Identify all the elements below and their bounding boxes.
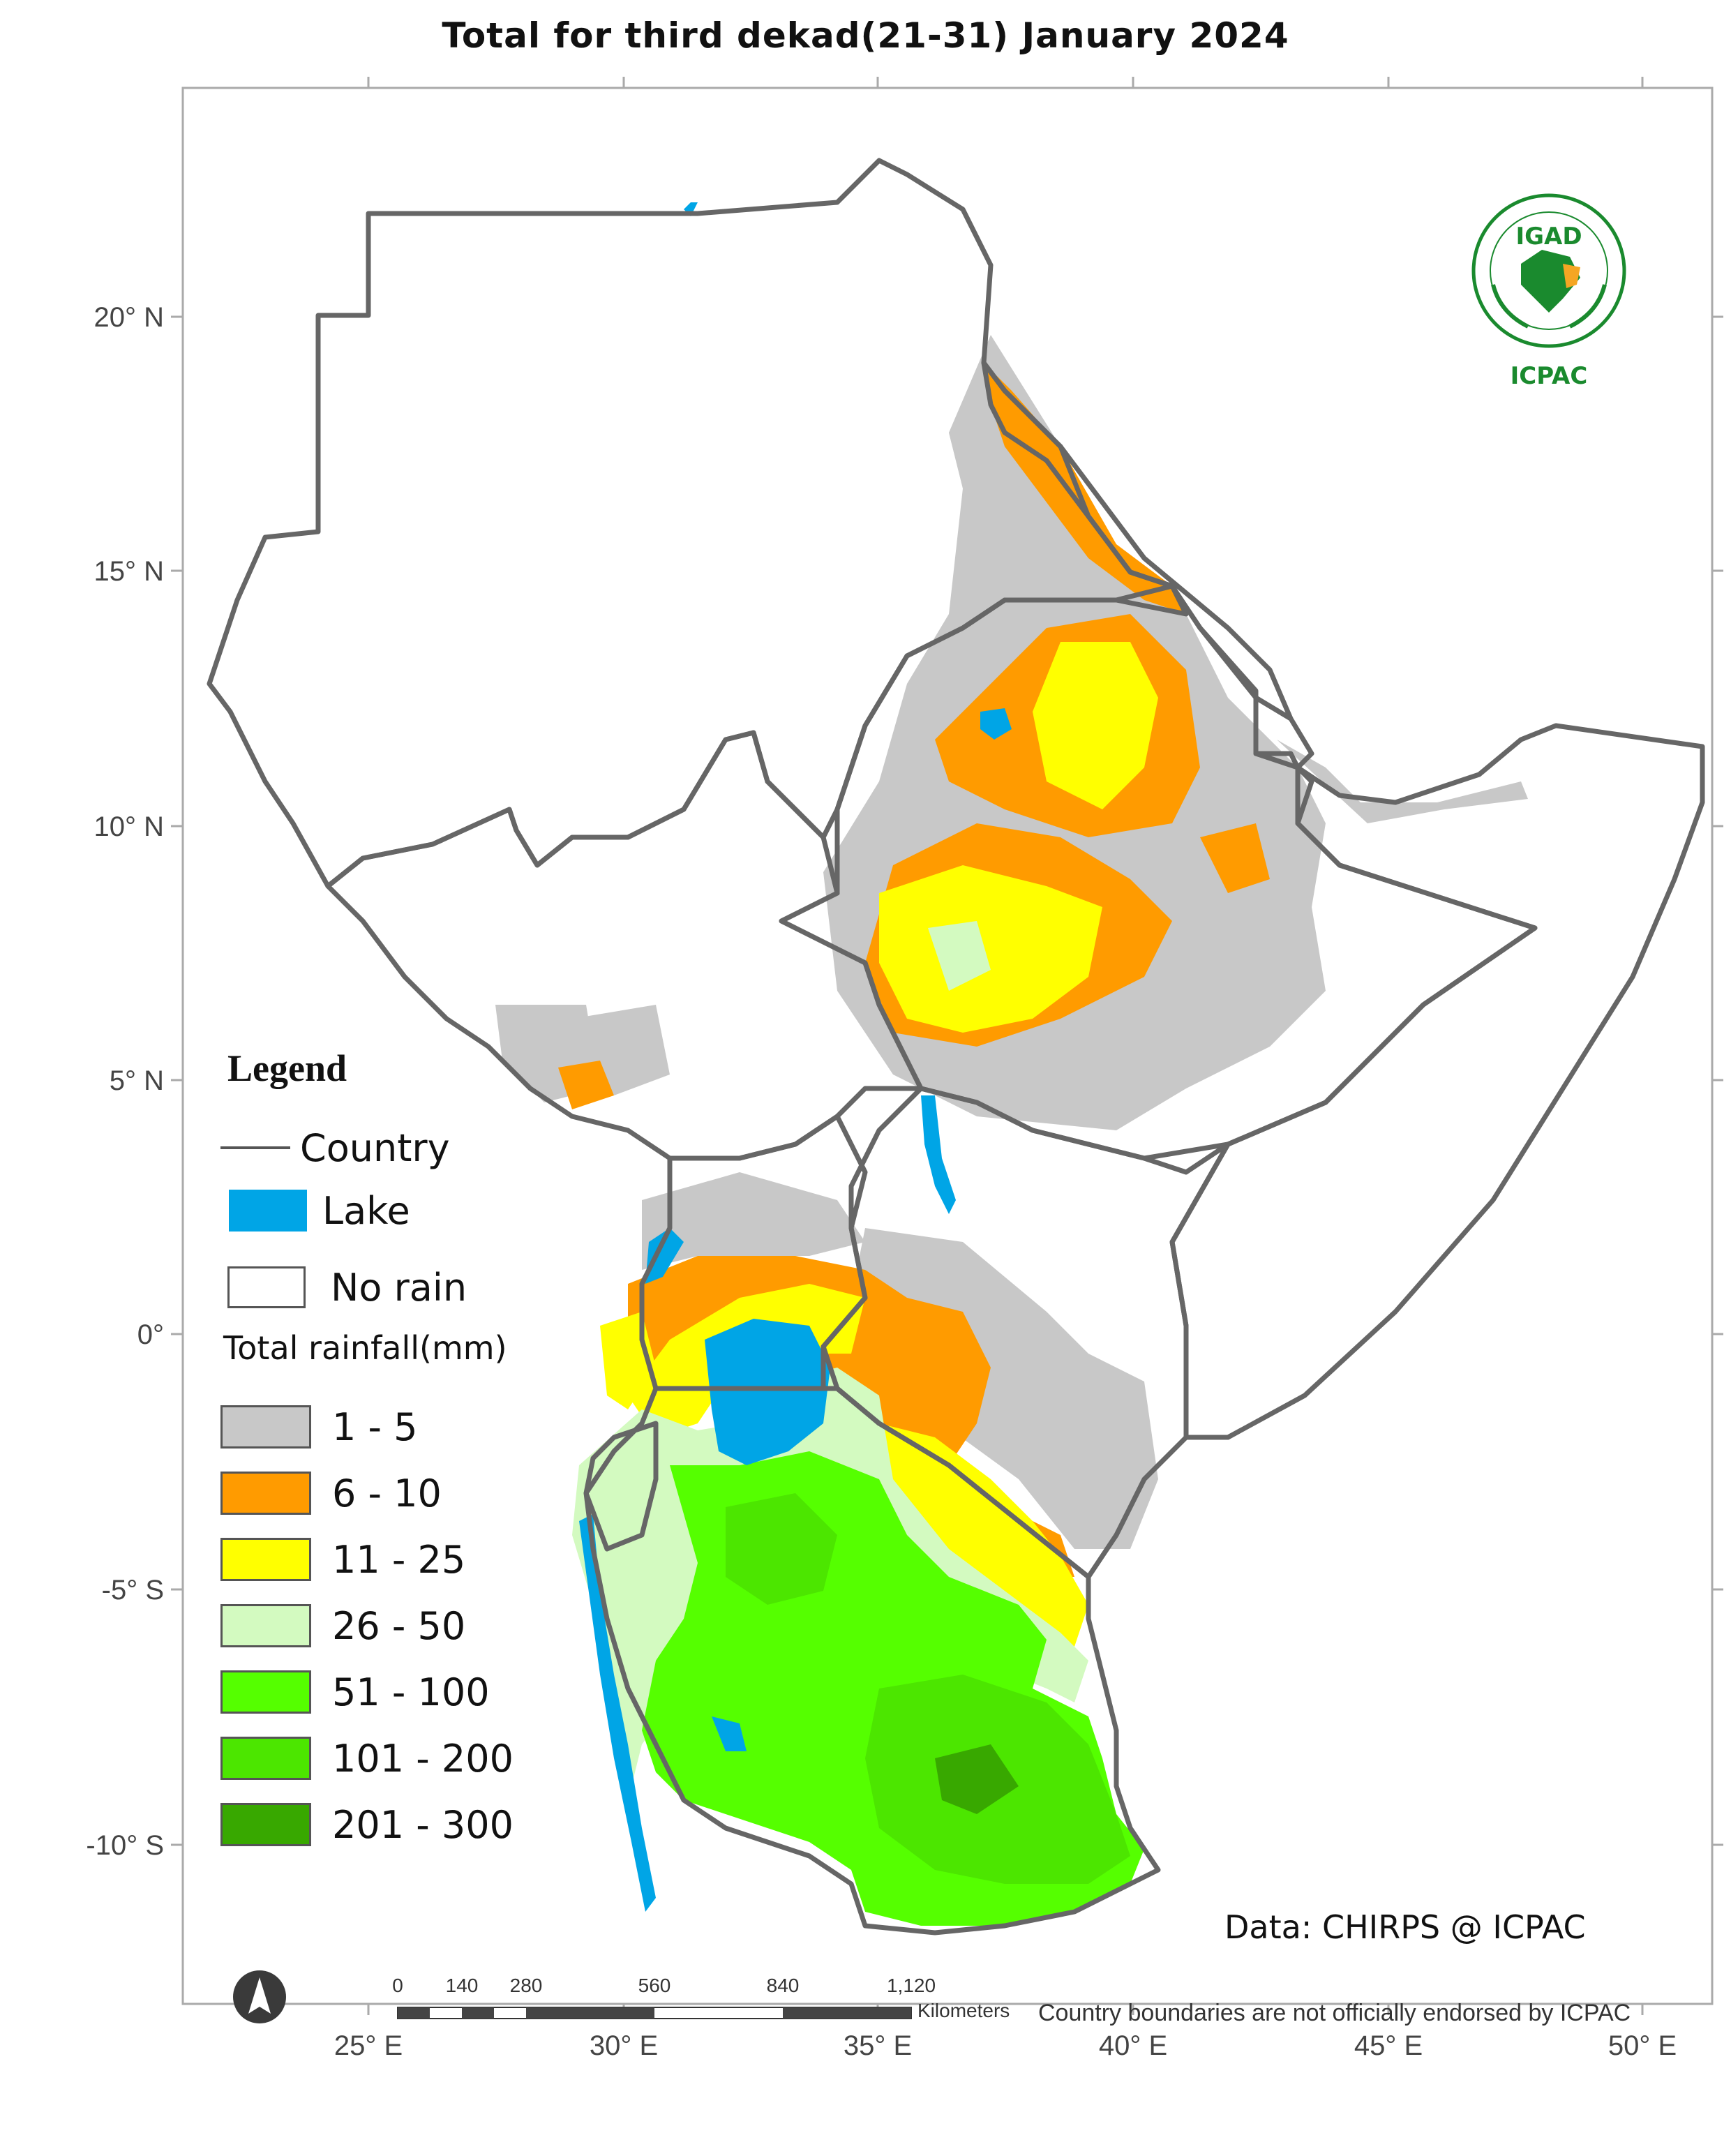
data-credit: Data: CHIRPS @ ICPAC <box>1224 1908 1586 1946</box>
legend-class-swatch <box>220 1604 311 1647</box>
legend-class-label: 6 - 10 <box>332 1471 442 1515</box>
lake-rukwa <box>712 1716 747 1751</box>
map-frame <box>181 87 1714 2005</box>
lat-label-15n: 15° N <box>94 556 165 587</box>
legend-title: Legend <box>227 1047 347 1089</box>
rain-6-10-eritrea <box>984 363 1186 614</box>
legend-class-row: 201 - 300 <box>220 1800 514 1849</box>
logo-bottom-text: ICPAC <box>1511 362 1588 390</box>
rain-101-200-tanzania-mid <box>726 1493 837 1605</box>
legend-class-row: 11 - 25 <box>220 1535 465 1584</box>
scale-label-560: 560 <box>638 1975 671 1996</box>
legend-class-label: 51 - 100 <box>332 1670 490 1714</box>
lakes-layer <box>579 202 1012 1912</box>
legend-class-row: 1 - 5 <box>220 1402 418 1451</box>
lat-label-10n: 10° N <box>94 811 165 842</box>
somalia-border <box>1169 723 1705 1440</box>
legend-class-swatch <box>220 1737 311 1780</box>
legend-no-rain-label: No rain <box>331 1265 467 1310</box>
rain-1-5-horn <box>1277 740 1528 823</box>
logo-top-text: IGAD <box>1515 223 1582 250</box>
uganda-border <box>639 1114 868 1391</box>
rainfall-layer <box>495 335 1528 1926</box>
scale-label-0: 0 <box>392 1975 403 1996</box>
legend-class-label: 101 - 200 <box>332 1736 514 1781</box>
rain-6-10-south-sudan <box>558 1061 614 1109</box>
legend-class-row: 101 - 200 <box>220 1734 514 1783</box>
lake-tana <box>980 708 1012 740</box>
scale-label-1120: 1,120 <box>886 1975 936 1996</box>
igad-icpac-logo <box>1471 193 1626 348</box>
lon-label-45e: 45° E <box>1354 2030 1423 2061</box>
rain-11-25-ethiopia-north <box>1033 642 1158 809</box>
country-line-swatch <box>220 1146 290 1149</box>
legend-class-label: 1 - 5 <box>332 1405 418 1449</box>
rain-6-10-ethiopia-east <box>1200 823 1270 893</box>
legend-class-swatch <box>220 1670 311 1714</box>
north-arrow-icon <box>233 1970 286 2023</box>
scale-label-140: 140 <box>445 1975 479 1996</box>
legend-class-label: 26 - 50 <box>332 1603 466 1648</box>
lake-swatch <box>229 1190 307 1232</box>
rain-1-5-south-sudan-2 <box>572 1005 670 1095</box>
map-title: Total for third dekad(21-31) January 202… <box>442 15 1289 56</box>
lat-label-5n: 5° N <box>110 1065 164 1096</box>
legend-lake-label: Lake <box>322 1188 410 1233</box>
scale-label-840: 840 <box>766 1975 800 1996</box>
legend-class-label: 11 - 25 <box>332 1537 466 1582</box>
scale-label-280: 280 <box>509 1975 543 1996</box>
lake-albert <box>645 1228 684 1284</box>
legend-rainfall-title: Total rainfall(mm) <box>223 1329 507 1367</box>
lon-label-25e: 25° E <box>334 2030 403 2061</box>
lon-label-40e: 40° E <box>1099 2030 1167 2061</box>
boundary-disclaimer: Country boundaries are not officially en… <box>1038 2000 1631 2026</box>
lat-label-5s: -5° S <box>102 1575 164 1605</box>
rain-11-25-tanzania-east <box>879 1423 1088 1647</box>
lake-turkana <box>921 1095 956 1214</box>
tanzania-border <box>583 1386 1161 1936</box>
legend-class-row: 26 - 50 <box>220 1601 465 1650</box>
rain-201-300-patch <box>935 1744 1019 1814</box>
rain-26-50-ethiopia <box>928 921 991 991</box>
legend-country-label: Country <box>300 1125 450 1170</box>
lake-victoria <box>705 1319 830 1465</box>
lat-label-20n: 20° N <box>94 302 165 333</box>
lon-label-35e: 35° E <box>844 2030 912 2061</box>
lon-label-30e: 30° E <box>590 2030 658 2061</box>
legend-class-swatch <box>220 1472 311 1515</box>
rwanda-burundi-border <box>583 1421 659 1552</box>
axis-ticks <box>171 77 1723 2015</box>
legend-class-label: 201 - 300 <box>332 1802 514 1847</box>
rain-1-5-uganda <box>642 1172 865 1270</box>
lat-label-10s: -10° S <box>86 1830 164 1861</box>
legend-lake: Lake <box>220 1186 410 1235</box>
rain-11-25-ethiopia-central <box>879 865 1102 1033</box>
legend-class-swatch <box>220 1538 311 1581</box>
rain-1-5-eritrea <box>949 391 1088 572</box>
legend-class-swatch <box>220 1803 311 1846</box>
legend-class-swatch <box>220 1405 311 1448</box>
no-rain-swatch <box>227 1266 306 1308</box>
legend-country: Country <box>220 1123 450 1172</box>
scale-bar <box>397 2007 912 2019</box>
lon-label-50e: 50° E <box>1608 2030 1677 2061</box>
lat-label-0: 0° <box>137 1319 164 1350</box>
djibouti-border <box>1253 695 1314 770</box>
country-boundaries <box>207 158 1705 1936</box>
lake-tanganyika <box>579 1514 656 1912</box>
legend-class-row: 6 - 10 <box>220 1469 442 1518</box>
legend-no-rain: No rain <box>220 1263 467 1312</box>
legend-class-row: 51 - 100 <box>220 1668 490 1716</box>
scale-unit: Kilometers <box>917 2000 1010 2021</box>
